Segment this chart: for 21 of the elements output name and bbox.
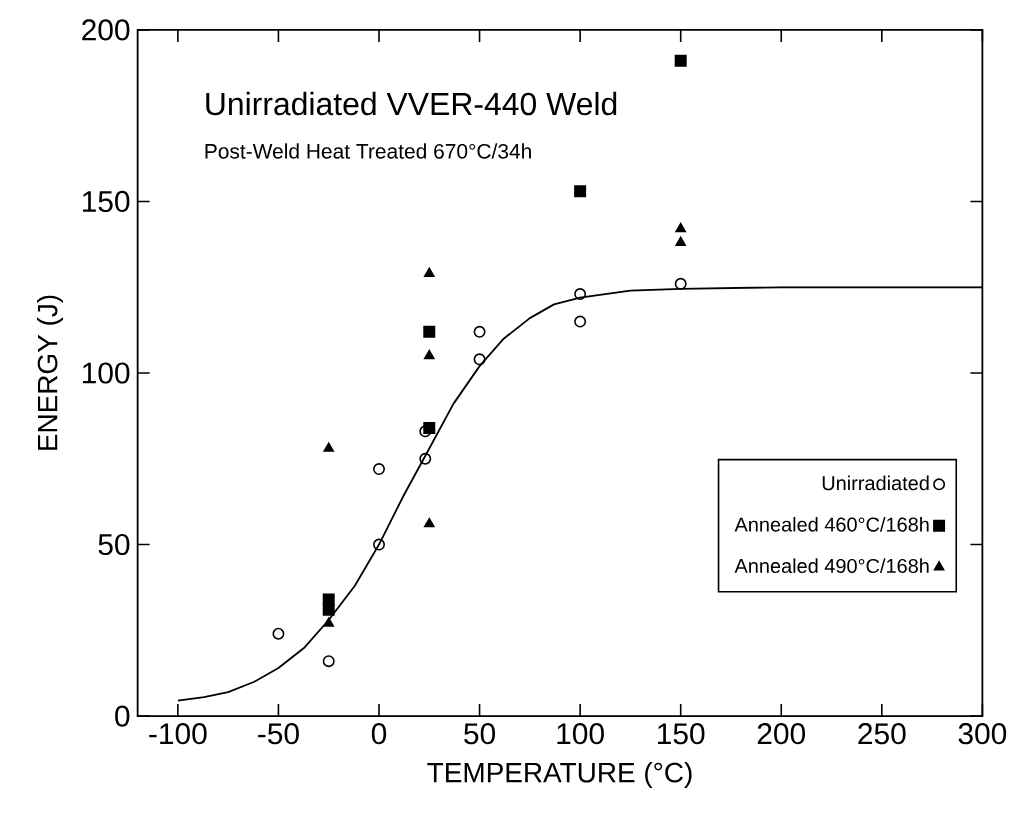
- y-tick-label: 200: [82, 19, 130, 41]
- y-tick-label: 50: [98, 534, 130, 556]
- x-tick-label: 150: [658, 723, 705, 745]
- x-tick-label: 200: [757, 723, 806, 745]
- x-tick-label: -100: [149, 723, 207, 745]
- x-tick-label: 100: [557, 723, 604, 745]
- legend-label: Annealed 490°C/168h: [734, 558, 929, 574]
- y-tick-label: 100: [82, 362, 130, 384]
- x-tick-label: 50: [464, 723, 496, 745]
- x-tick-label: 0: [371, 723, 387, 745]
- x-tick-label: -50: [258, 723, 299, 745]
- legend-label: Annealed 460°C/168h: [734, 517, 929, 532]
- legend-label: Unirradiated: [822, 475, 929, 491]
- y-tick-label: 150: [82, 190, 130, 213]
- text: Post-Weld Heat Treated 670°C/34h: [205, 143, 531, 159]
- x-axis-title: TEMPERATURE (°C): [427, 762, 692, 789]
- x-tick-label: 250: [858, 723, 906, 745]
- y-tick-label: 0: [115, 705, 130, 727]
- x-tick-label: 300: [958, 723, 1007, 745]
- text: Unirradiated VVER-440 Weld: [206, 91, 617, 116]
- y-axis-title: ENERGY (J): [36, 295, 63, 450]
